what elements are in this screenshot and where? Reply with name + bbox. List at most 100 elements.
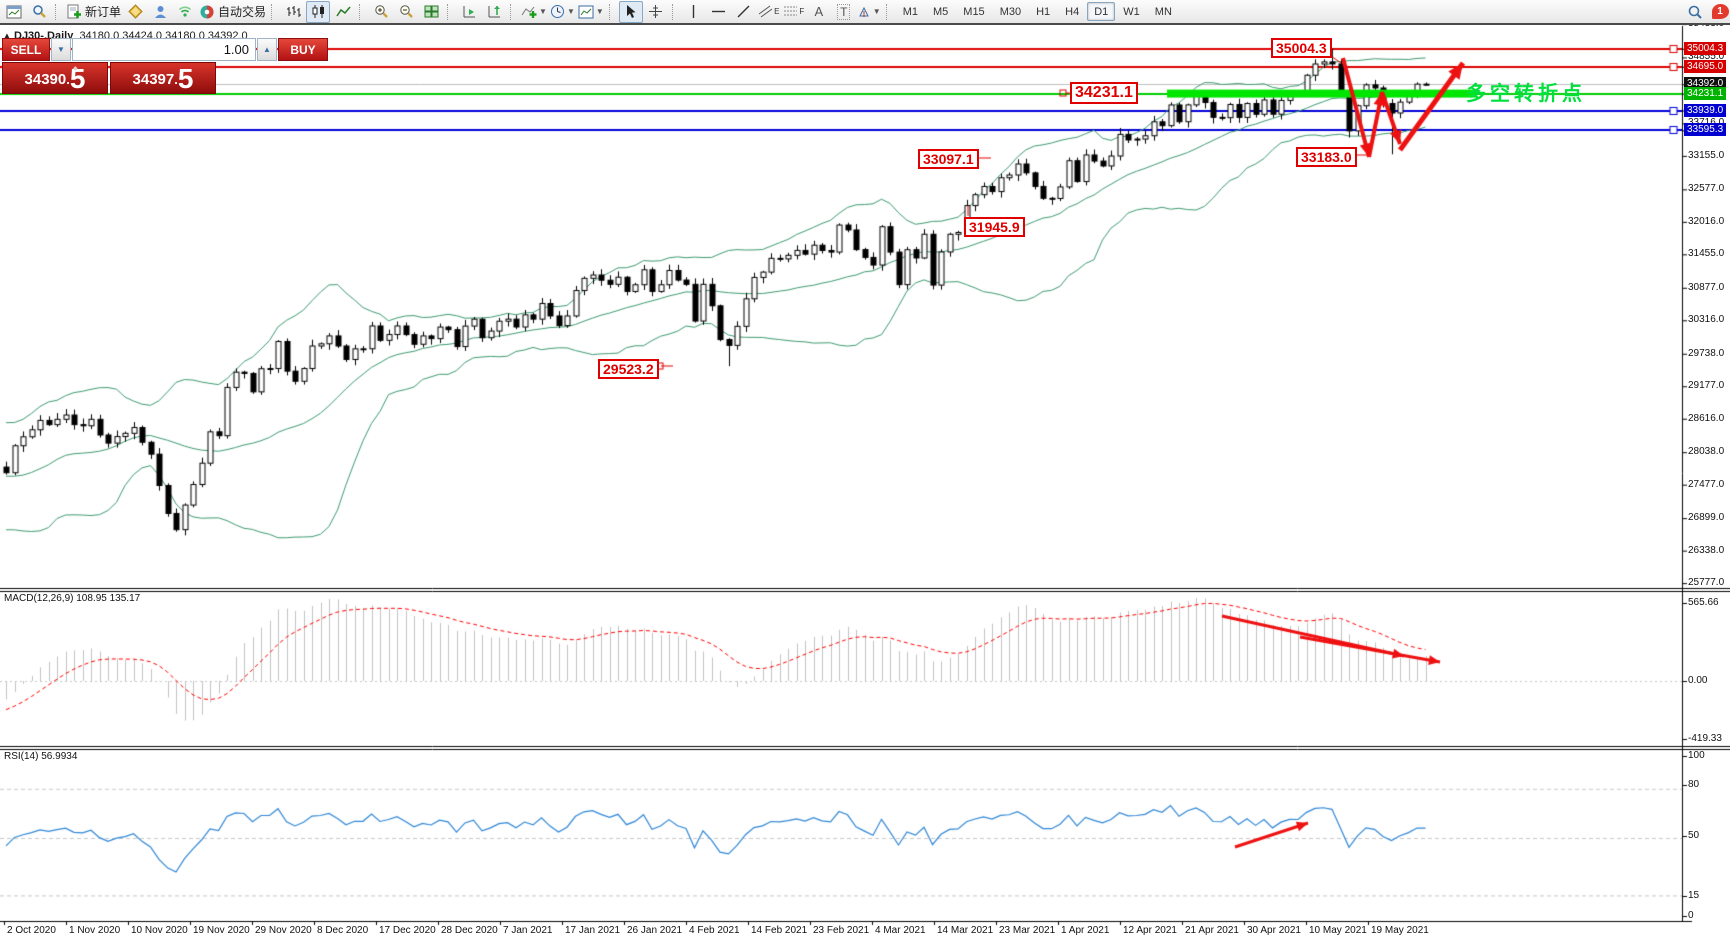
fibonacci-icon [784,6,798,16]
turning-point-note[interactable]: 多空转折点 [1466,83,1586,105]
signal-icon [178,6,192,17]
date-axis-label: 8 Dec 2020 [317,925,369,936]
templates-button[interactable]: ▼ [577,1,605,23]
bar-chart-icon [286,6,301,17]
price-annotation[interactable]: 34231.1 [1070,82,1138,104]
new-order-button[interactable]: 新订单 [65,1,122,23]
text-tool-button[interactable]: A [807,1,831,23]
fibonacci-button[interactable]: F [782,1,806,23]
diamond-icon [127,4,143,19]
toolbar-grip[interactable] [447,3,453,20]
date-axis-label: 12 Apr 2021 [1123,925,1177,936]
price-axis-tick: 30316.0 [1688,314,1725,326]
price-annotation[interactable]: 33183.0 [1296,147,1357,167]
date-axis-label: 10 May 2021 [1309,925,1367,936]
buy-button[interactable]: BUY [278,38,328,61]
sell-price-main: 34390 [24,71,67,88]
auto-scroll-icon [463,6,475,18]
vertical-line-icon [693,5,695,18]
price-annotation[interactable]: 31945.9 [964,217,1025,237]
search-button[interactable] [1683,1,1707,23]
rsi-axis-tick: 100 [1688,750,1705,761]
price-annotation[interactable]: 29523.2 [598,359,659,379]
indicators-icon [521,6,537,18]
toolbar-grip[interactable] [271,3,277,20]
sell-price-panel[interactable]: ◆ 34390 . 5 [2,62,108,94]
signal-button[interactable] [173,1,197,23]
chevron-down-icon: ▼ [872,7,881,16]
rsi-axis-tick: 50 [1688,830,1700,841]
price-axis-tick: 26899.0 [1688,512,1725,524]
zoom-in-button[interactable] [369,1,393,23]
tile-windows-button[interactable] [419,1,443,23]
toolbar-grip[interactable] [510,3,516,20]
arrows-tool-button[interactable]: ▼ [857,1,882,23]
chart-shift-button[interactable] [482,1,506,23]
profile-search-button[interactable] [27,1,51,23]
price-axis-tick: 27477.0 [1688,478,1725,490]
channel-sub-label: E [774,7,780,16]
toolbar-grip[interactable] [359,3,365,20]
horizontal-line-icon [712,10,726,13]
notification-balloon-icon: 1 [1711,4,1729,19]
toolbar-grip[interactable] [608,3,615,20]
candlestick-chart-button[interactable] [306,0,331,23]
price-axis-tick: 28038.0 [1688,446,1725,458]
cursor-button[interactable] [618,0,643,23]
vertical-line-button[interactable] [682,1,706,23]
notification-count: 1 [1717,6,1723,17]
community-button[interactable] [148,1,172,23]
autotrading-button[interactable]: 自动交易 [198,1,267,23]
price-axis-badge: 33939.0 [1684,103,1727,117]
date-axis-label: 14 Feb 2021 [751,925,808,936]
auto-scroll-button[interactable] [457,1,481,23]
periods-button[interactable]: ▼ [549,1,576,23]
zoom-out-button[interactable] [394,1,418,23]
date-axis-label: 4 Feb 2021 [689,925,740,936]
line-chart-icon [335,6,351,17]
chart-window-icon [6,5,22,18]
timeframe-m1-button[interactable]: M1 [896,2,925,21]
volume-decrease-button[interactable]: ▼ [51,38,71,61]
notifications-button[interactable]: 1 [1708,1,1730,23]
toolbar-grip[interactable] [885,3,892,20]
channel-icon [758,5,773,18]
toolbar-grip[interactable] [55,3,61,20]
line-chart-button[interactable] [331,1,355,23]
indicators-button[interactable]: ▼ [520,1,548,23]
bar-chart-button[interactable] [281,1,305,23]
timeframe-m15-button[interactable]: M15 [956,2,991,21]
fibo-sub-label: F [799,7,805,16]
toolbar-grip[interactable] [671,3,678,20]
metaeditor-button[interactable] [123,1,147,23]
rsi-axis-tick: 15 [1688,890,1700,901]
volume-increase-button[interactable]: ▲ [257,38,277,61]
rsi-axis-tick: 80 [1688,779,1700,790]
crosshair-button[interactable] [644,1,668,23]
new-chart-button[interactable] [2,1,26,23]
autotrading-label: 自动交易 [218,5,267,19]
horizontal-line-button[interactable] [707,1,731,23]
trendline-button[interactable] [732,1,756,23]
volume-input[interactable] [72,38,256,61]
timeframe-w1-button[interactable]: W1 [1116,2,1147,21]
rsi-axis-tick: 0 [1688,910,1694,921]
buy-price-panel[interactable]: 34397 . 5 [110,62,216,94]
sell-button[interactable]: SELL [2,38,50,61]
buy-price-dot: . [174,72,178,87]
price-axis-tick: 26338.0 [1688,544,1725,556]
channel-button[interactable]: E [757,1,781,23]
date-axis-label: 21 Apr 2021 [1185,925,1239,936]
macd-axis-tick: 565.66 [1688,597,1719,608]
label-tool-button[interactable]: T [832,1,856,23]
timeframe-m5-button[interactable]: M5 [926,2,955,21]
timeframe-h4-button[interactable]: H4 [1058,2,1086,21]
chart-shift-icon [488,6,500,18]
timeframe-m30-button[interactable]: M30 [993,2,1028,21]
timeframe-d1-button[interactable]: D1 [1087,2,1116,21]
price-annotation[interactable]: 33097.1 [918,149,979,169]
timeframe-h1-button[interactable]: H1 [1029,2,1057,21]
timeframe-mn-button[interactable]: MN [1148,2,1179,21]
price-annotation[interactable]: 35004.3 [1271,38,1332,58]
